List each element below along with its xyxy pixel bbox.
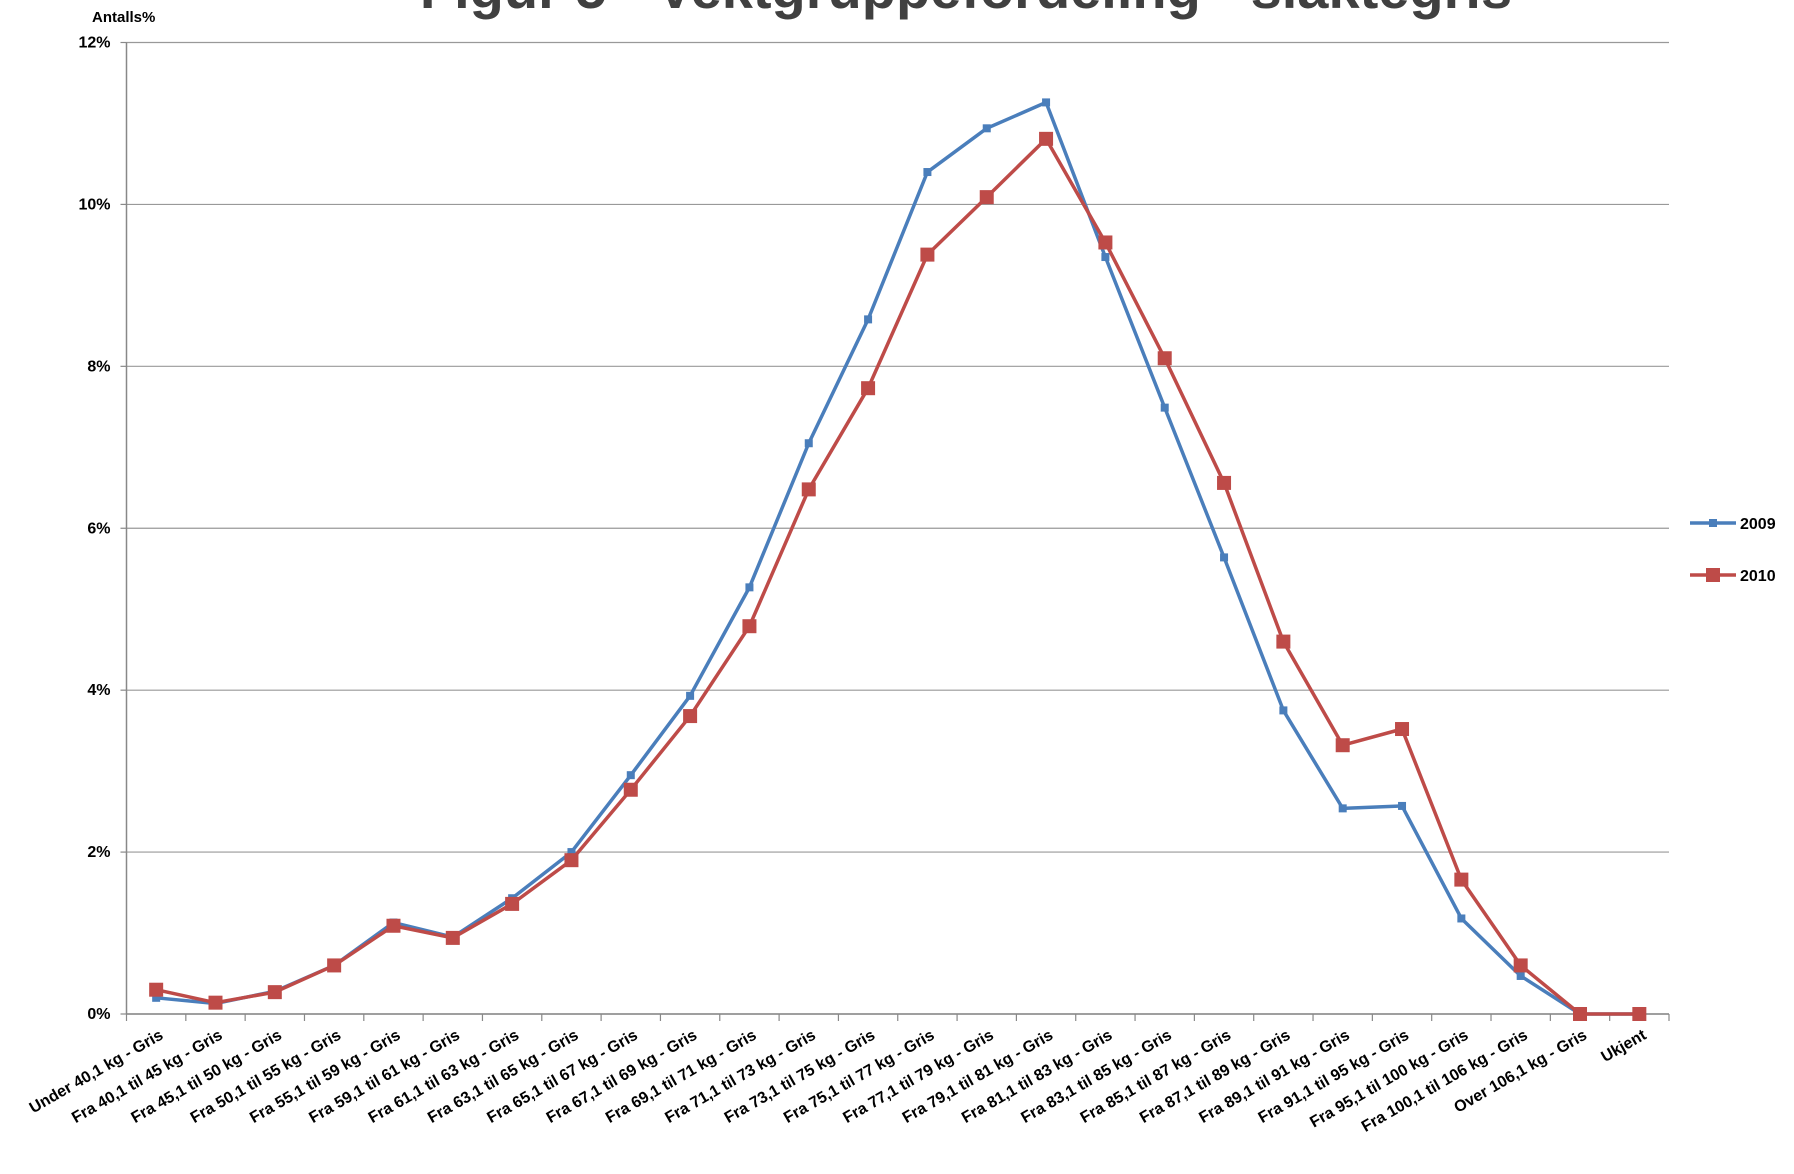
y-tick-label: 6%	[87, 520, 110, 537]
series-marker	[1454, 872, 1469, 887]
series-marker	[864, 315, 873, 324]
y-tick-label: 4%	[87, 682, 110, 699]
series-marker	[742, 619, 757, 634]
series-marker	[152, 993, 161, 1002]
series-marker	[1395, 722, 1410, 737]
legend-marker	[1706, 568, 1720, 582]
series-marker	[149, 982, 164, 997]
x-tick-label: Ukjent	[1598, 1026, 1649, 1066]
series-marker	[567, 848, 576, 857]
chart-title: Figur 5 - Vektgruppefordeling - slaktegr…	[420, 0, 1512, 20]
series-marker	[1573, 1007, 1588, 1021]
series-marker	[745, 583, 754, 592]
series-marker	[804, 439, 813, 448]
y-axis-label: Antalls%	[92, 9, 155, 26]
series-marker	[1101, 253, 1110, 262]
y-tick-label: 12%	[78, 35, 110, 52]
series-marker	[801, 482, 816, 497]
series-line	[155, 137, 1640, 1016]
series-marker	[683, 709, 698, 724]
series-marker	[982, 124, 991, 133]
series-marker	[979, 190, 994, 205]
series-marker	[1042, 98, 1051, 107]
legend-marker	[1709, 519, 1717, 527]
series-marker	[686, 691, 695, 700]
series-marker	[1098, 235, 1113, 250]
series-marker	[623, 782, 638, 797]
y-tick-label: 2%	[87, 844, 110, 861]
series-marker	[208, 995, 223, 1010]
series-marker	[1338, 804, 1347, 813]
series-marker	[505, 896, 520, 911]
legend-label: 2009	[1740, 516, 1776, 533]
series-marker	[1220, 553, 1229, 562]
series-marker	[1632, 1007, 1647, 1021]
series-marker	[386, 918, 401, 933]
series-marker	[564, 853, 579, 868]
legend-label: 2010	[1740, 568, 1776, 585]
series-marker	[445, 930, 460, 945]
series-marker	[1039, 131, 1054, 146]
y-tick-label: 8%	[87, 358, 110, 375]
series-marker	[327, 958, 342, 973]
series-line	[155, 100, 1640, 1016]
series-marker	[1457, 914, 1466, 923]
series-marker	[1335, 738, 1350, 753]
series-marker	[267, 985, 282, 1000]
series-marker	[1279, 706, 1288, 715]
series-marker	[1513, 958, 1528, 973]
y-tick-label: 0%	[87, 1006, 110, 1023]
series-marker	[1160, 403, 1169, 412]
series-marker	[861, 381, 876, 396]
series-marker	[1217, 475, 1232, 490]
series-marker	[1398, 801, 1407, 810]
y-tick-label: 10%	[78, 196, 110, 213]
series-marker	[1276, 634, 1291, 649]
series-marker	[626, 771, 635, 780]
series-marker	[923, 168, 932, 177]
series-marker	[920, 247, 935, 262]
series-marker	[1157, 351, 1172, 366]
series-marker	[1516, 971, 1525, 980]
